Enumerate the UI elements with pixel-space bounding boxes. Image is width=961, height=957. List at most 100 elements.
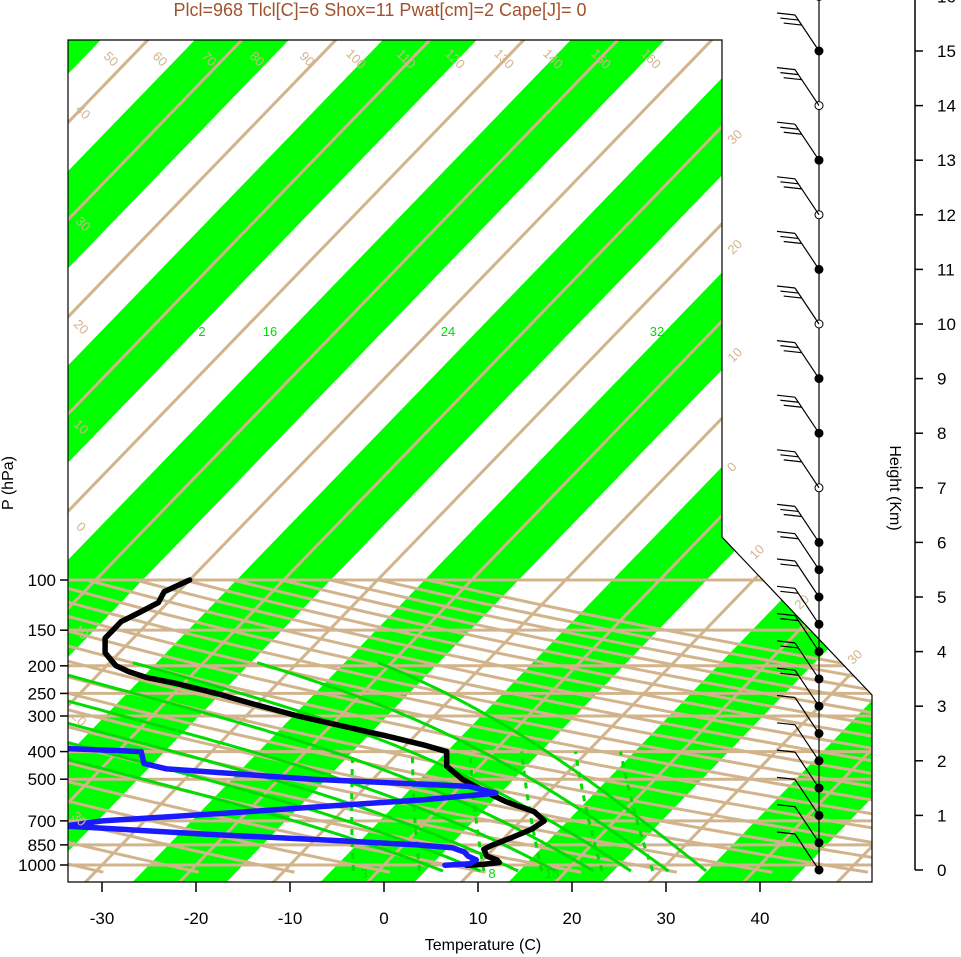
wind-barb-feather <box>780 672 799 676</box>
isotherm-band <box>713 40 872 865</box>
dry-adiabat <box>68 578 872 874</box>
wind-barb-feather <box>776 558 796 562</box>
plot-outline <box>67 39 873 883</box>
wind-barb-feather <box>780 345 799 349</box>
wind-barb-feather <box>780 17 799 21</box>
dry-adiabat <box>68 578 486 874</box>
moist-adiabat <box>68 661 595 873</box>
y-axis-tick-label: 150 <box>28 621 56 640</box>
height-axis-tick-label: 15 <box>937 42 956 61</box>
wind-barb-feather <box>776 640 796 644</box>
height-axis-tick-label: 4 <box>937 643 946 662</box>
isotherm-line <box>68 40 347 882</box>
wind-barb-feather <box>783 513 802 518</box>
height-axis-tick-label: 11 <box>937 260 955 279</box>
dry-adiabat <box>68 578 872 874</box>
isotherm-label: 20 <box>71 316 92 337</box>
isotherm-band <box>110 865 243 882</box>
x-axis-tick-label: 0 <box>379 909 388 928</box>
y-axis-title: P (hPa) <box>0 456 17 510</box>
isotherm-label: 30 <box>844 646 865 667</box>
y-axis-tick-label: 700 <box>28 812 56 831</box>
wind-barb-shaft <box>794 233 820 270</box>
height-axis-tick-label: 16 <box>937 0 956 6</box>
wind-barb-shaft <box>794 69 820 106</box>
mixing-ratio-label: 18 <box>545 866 559 881</box>
wind-barb-shaft <box>794 833 820 871</box>
wind-barb-feather <box>783 295 802 299</box>
height-axis-tick-label: 13 <box>937 151 956 170</box>
isotherm-line <box>68 40 723 882</box>
dry-adiabat-label: 60 <box>150 48 171 69</box>
chart-title: Plcl=968 Tlcl[C]=6 Shox=11 Pwat[cm]=2 Ca… <box>173 0 586 20</box>
y-axis-tick-label: 300 <box>28 707 56 726</box>
wind-barb-feather <box>776 12 796 16</box>
dry-adiabat-label: 90 <box>297 48 318 69</box>
height-axis: 012345678910111213141516 <box>914 0 956 880</box>
moist-adiabat-label: 2 <box>198 324 205 339</box>
wind-barb-feather <box>780 235 799 240</box>
wind-barb-feather <box>776 804 796 808</box>
isotherm-label: 10 <box>724 344 745 365</box>
mixing-ratio-line <box>410 751 422 872</box>
wind-barb-shaft <box>794 14 820 52</box>
height-axis-title: Height (Km) <box>886 445 903 530</box>
wind-barb-shaft <box>794 806 820 844</box>
wind-barb-feather <box>776 230 796 234</box>
chart-series <box>68 577 547 868</box>
wind-barb-feather <box>780 72 799 76</box>
isotherm-band <box>298 865 431 882</box>
y-axis-tick-label: 850 <box>28 836 56 855</box>
moist-adiabat-label: 16 <box>263 324 277 339</box>
wind-barb-feather <box>776 67 796 71</box>
height-axis-tick-label: 5 <box>937 588 946 607</box>
x-axis-title: Temperature (C) <box>425 937 541 954</box>
wind-barb-feather <box>783 186 802 190</box>
wind-barb-feather <box>783 459 802 463</box>
dry-adiabat <box>68 578 200 874</box>
y-axis-tick-label: 500 <box>28 770 56 789</box>
height-axis-tick-label: 2 <box>937 752 946 771</box>
isotherm-line <box>68 40 629 882</box>
dry-adiabat <box>68 578 678 874</box>
mixing-ratio-line <box>574 751 604 872</box>
height-axis-tick-label: 12 <box>937 206 956 225</box>
wind-barb-feather <box>776 121 796 125</box>
height-axis-tick-label: 9 <box>937 370 946 389</box>
mixing-ratio-line <box>520 751 544 872</box>
mixing-ratio-label: 3 <box>360 866 367 881</box>
wind-barb-shaft <box>794 615 820 652</box>
wind-barb-feather <box>776 749 796 753</box>
dry-adiabat <box>183 578 872 874</box>
dry-adiabat <box>68 578 872 874</box>
wind-barb-feather <box>776 831 796 835</box>
height-axis-tick-label: 7 <box>937 479 946 498</box>
wind-barb-feather <box>776 176 796 180</box>
y-axis-tick-label: 200 <box>28 657 56 676</box>
height-axis-tick-label: 6 <box>937 533 946 552</box>
y-axis-tick-label: 400 <box>28 743 56 762</box>
wind-barb-shaft <box>794 178 820 216</box>
moist-adiabat <box>68 661 444 873</box>
wind-barb-feather <box>776 722 796 726</box>
wind-barb-shaft <box>794 587 820 625</box>
isotherm-label: 40 <box>73 101 94 122</box>
wind-barb-feather <box>783 131 802 135</box>
moist-adiabat-label: 32 <box>650 324 664 339</box>
isotherm-line <box>68 40 535 882</box>
isotherm-band <box>68 40 483 865</box>
height-axis-tick-label: 3 <box>937 697 946 716</box>
isotherm-label: 0 <box>73 519 89 535</box>
wind-barb-feather <box>776 585 796 589</box>
wind-barb-feather <box>776 340 796 344</box>
wind-barb-feather <box>780 536 799 540</box>
x-axis-tick-label: 10 <box>469 909 488 928</box>
x-axis-tick-label: -30 <box>90 909 115 928</box>
dry-adiabat <box>68 578 872 874</box>
y-axis-tick-label: 1000 <box>18 856 56 875</box>
wind-barb-feather <box>780 126 799 130</box>
wind-barb-shaft <box>794 533 820 571</box>
wind-barb-feather <box>783 350 802 354</box>
